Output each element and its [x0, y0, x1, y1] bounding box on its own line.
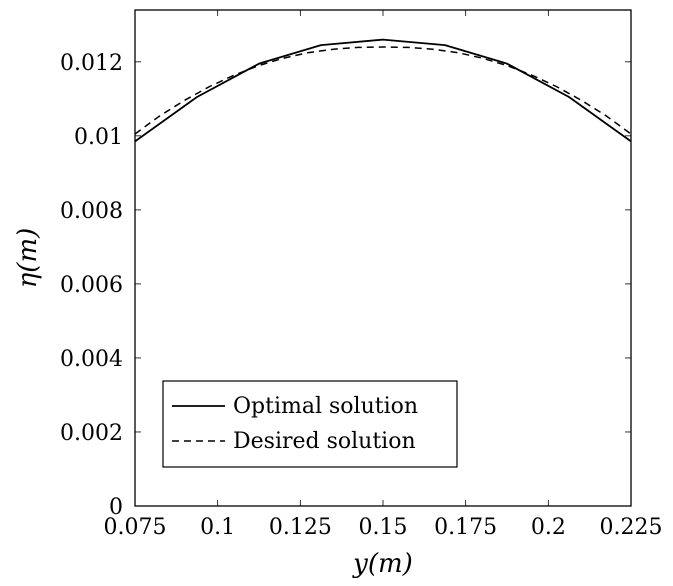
x-tick-label: 0.075 — [104, 515, 167, 540]
x-tick-label: 0.1 — [200, 515, 235, 540]
x-tick-label: 0.225 — [600, 515, 663, 540]
legend-box — [162, 380, 458, 468]
x-tick-label: 0.2 — [531, 515, 566, 540]
y-tick-label: 0.006 — [60, 273, 123, 298]
y-tick-label: 0.008 — [60, 199, 123, 224]
y-tick-label: 0.01 — [74, 125, 123, 150]
y-tick-label: 0 — [109, 495, 123, 520]
legend-label-optimal: Optimal solution — [233, 394, 418, 419]
x-tick-label: 0.15 — [359, 515, 408, 540]
x-tick-label: 0.175 — [434, 515, 497, 540]
x-tick-labels: 0.075 0.1 0.125 0.15 0.175 0.2 0.225 — [104, 515, 663, 540]
y-tick-label: 0.004 — [60, 347, 123, 372]
legend-label-desired: Desired solution — [233, 429, 416, 454]
legend: Optimal solution Desired solution — [162, 380, 458, 468]
y-axis-label: η(m) — [13, 228, 43, 289]
series-line-desired — [134, 46, 632, 135]
y-tick-label: 0.002 — [60, 421, 123, 446]
x-axis-label: y(m) — [352, 549, 413, 579]
y-tick-label: 0.012 — [60, 51, 123, 76]
series-line-optimal — [134, 38, 632, 143]
x-tick-label: 0.125 — [269, 515, 332, 540]
y-tick-labels: 0 0.002 0.004 0.006 0.008 0.01 0.012 — [60, 51, 123, 520]
lines-layer — [134, 38, 632, 143]
plot-frame — [134, 9, 632, 507]
